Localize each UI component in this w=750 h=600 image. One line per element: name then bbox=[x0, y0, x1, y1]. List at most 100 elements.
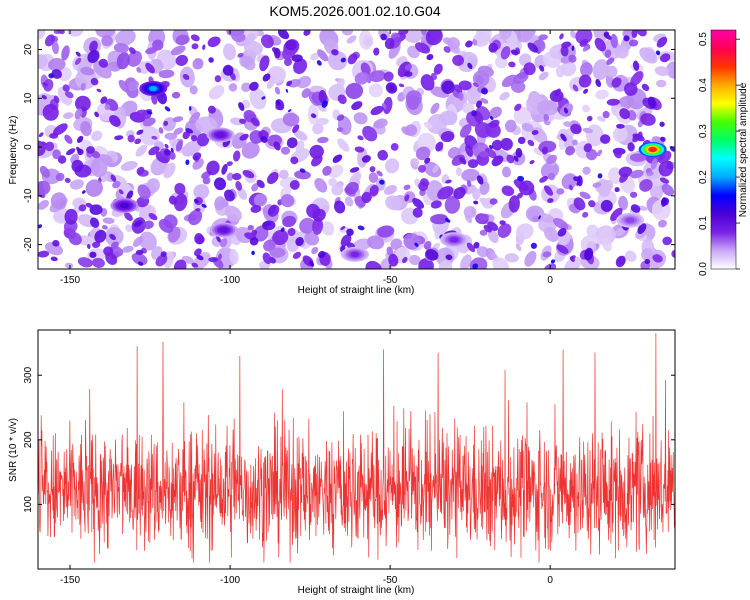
colorbar-frame bbox=[710, 29, 737, 270]
spectrogram-cell bbox=[162, 117, 176, 132]
spectrogram-cell bbox=[42, 104, 59, 121]
spectrogram-cell bbox=[224, 189, 235, 202]
spectrogram-cell bbox=[499, 30, 513, 40]
spectrogram-cell bbox=[516, 192, 524, 199]
spectrogram-cell bbox=[247, 224, 254, 231]
spectrogram-cell bbox=[173, 259, 187, 269]
spectrogram-cell bbox=[228, 83, 238, 92]
spectrogram-cell bbox=[479, 181, 490, 195]
spectrogram-hotspot bbox=[350, 251, 360, 258]
spectrogram-cell bbox=[491, 155, 504, 167]
snr-y-ticks: 100 200 300 bbox=[23, 366, 675, 513]
spectrogram-cell bbox=[472, 39, 478, 46]
spectrogram-cell bbox=[365, 260, 382, 269]
spectrogram-cell bbox=[479, 151, 489, 158]
spectrogram-cell bbox=[568, 184, 573, 191]
spectrogram-cell bbox=[137, 261, 144, 266]
spectrogram-cell bbox=[425, 30, 443, 46]
spectrogram-cell bbox=[235, 227, 253, 244]
spectrogram-cell bbox=[147, 110, 153, 115]
spectrogram-cell bbox=[487, 229, 499, 244]
spectrogram-cell bbox=[595, 225, 616, 246]
spectrogram-cell bbox=[368, 172, 379, 183]
spectrogram-cell bbox=[345, 82, 364, 100]
spectrogram-cell bbox=[610, 207, 623, 221]
spectrogram-cell bbox=[560, 133, 567, 142]
spectrogram-cell bbox=[260, 136, 268, 143]
spectrogram-cell bbox=[64, 262, 74, 269]
spectrogram-cell bbox=[508, 195, 520, 213]
spectrogram-cell bbox=[582, 166, 591, 175]
spectrogram-cell bbox=[261, 34, 274, 49]
spectrogram-cell bbox=[570, 30, 577, 39]
spectrogram-cell bbox=[453, 186, 466, 200]
spectrogram-cell bbox=[102, 217, 115, 224]
spectrogram-cell bbox=[250, 117, 260, 127]
spectrogram-cell bbox=[333, 200, 346, 214]
spectrogram-cell bbox=[207, 36, 221, 48]
spectrogram-cell bbox=[261, 96, 266, 100]
spectrogram-cell bbox=[596, 115, 606, 122]
spectrogram-cell bbox=[189, 85, 198, 95]
spectrogram-cell bbox=[445, 179, 452, 184]
spectrogram-cell bbox=[75, 51, 81, 57]
spectrogram-cell bbox=[513, 155, 519, 162]
spectrogram-cell bbox=[521, 122, 534, 132]
spectrogram-cell bbox=[331, 49, 339, 56]
spectrogram-cell bbox=[331, 184, 344, 196]
spectrogram-cell bbox=[438, 260, 453, 269]
spectrogram-cell bbox=[292, 251, 302, 259]
spectrogram-cell bbox=[134, 138, 142, 145]
x-tick-label: -50 bbox=[383, 575, 398, 586]
spectrogram-cell bbox=[181, 140, 202, 157]
spectrogram-cell bbox=[49, 133, 59, 139]
spectrogram-cell bbox=[346, 228, 354, 236]
spectrogram-cell bbox=[459, 124, 472, 138]
spectrogram-cell bbox=[273, 141, 281, 151]
spectrogram-cell bbox=[658, 219, 667, 228]
spectrogram-cell bbox=[538, 215, 541, 220]
spectrogram-cell bbox=[74, 57, 82, 65]
spectrogram-cell bbox=[249, 237, 259, 246]
spectrogram-cell bbox=[138, 206, 151, 220]
spectrogram-cell bbox=[603, 31, 610, 37]
spectrogram-cell bbox=[430, 102, 440, 114]
spectrogram-cell bbox=[576, 180, 581, 186]
spectrogram-cell bbox=[59, 200, 66, 207]
spectrogram-cell bbox=[516, 223, 534, 240]
spectrogram-cell bbox=[463, 205, 477, 219]
spectrogram-cell bbox=[304, 231, 320, 246]
spectrogram-cell bbox=[403, 30, 424, 43]
spectrogram-cell bbox=[89, 251, 97, 259]
spectrogram-cell bbox=[196, 235, 205, 245]
spectrogram-cell bbox=[109, 114, 121, 127]
spectrogram-xlabel: Height of straight line (km) bbox=[298, 285, 415, 296]
y-tick-label: -10 bbox=[23, 188, 34, 203]
spectrogram-frame bbox=[37, 29, 676, 270]
spectrogram-cell bbox=[473, 241, 480, 249]
spectrogram-cell bbox=[80, 82, 86, 91]
spectrogram-cell bbox=[91, 150, 101, 159]
spectrogram-cell bbox=[412, 197, 425, 209]
spectrogram-cell bbox=[602, 110, 610, 119]
spectrogram-cell bbox=[192, 152, 202, 161]
spectrogram-cell bbox=[560, 45, 569, 57]
spectrogram-cell bbox=[616, 123, 625, 129]
spectrogram-cell bbox=[315, 117, 329, 126]
spectrogram-cell bbox=[58, 67, 72, 82]
spectrogram-cell bbox=[239, 118, 247, 124]
spectrogram-cell bbox=[221, 164, 228, 175]
spectrogram-cell bbox=[251, 183, 259, 192]
spectrogram-cell bbox=[614, 227, 626, 237]
spectrogram-cell bbox=[650, 158, 658, 170]
spectrogram-cell bbox=[624, 82, 638, 96]
spectrogram-cell bbox=[639, 47, 658, 64]
spectrogram-cell bbox=[287, 109, 292, 113]
spectrogram-cell bbox=[126, 190, 134, 200]
spectrogram-cell bbox=[175, 34, 190, 45]
spectrogram-cell bbox=[462, 102, 475, 115]
spectrogram-cell bbox=[500, 46, 511, 60]
spectrogram-cell bbox=[280, 146, 291, 155]
spectrogram-cell bbox=[327, 50, 348, 71]
